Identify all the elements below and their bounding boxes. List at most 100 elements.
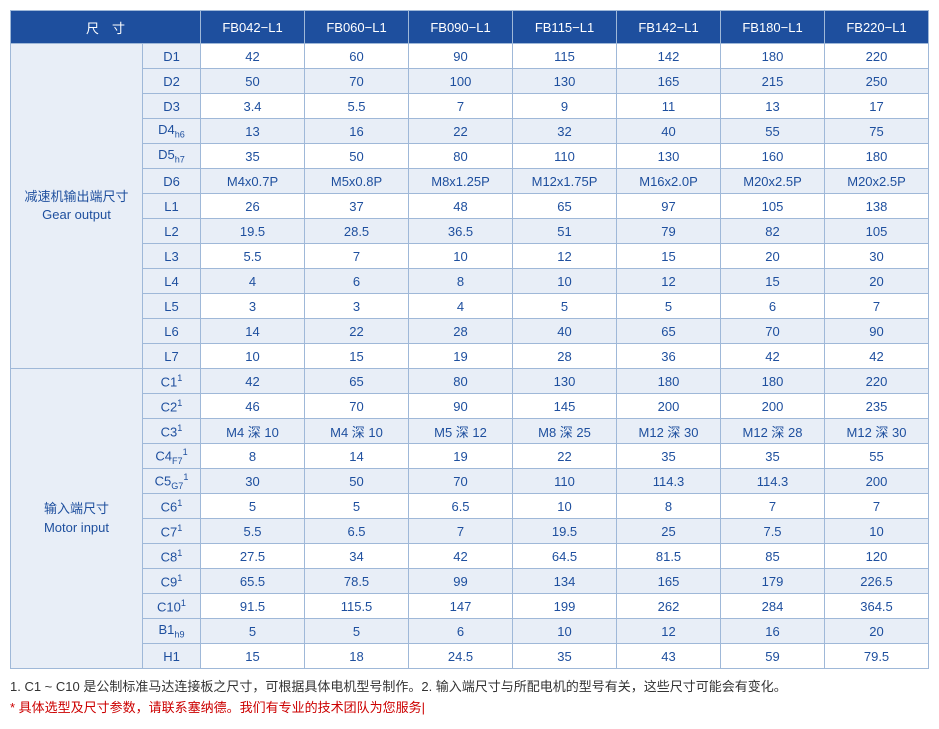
data-cell: 7: [825, 294, 929, 319]
data-cell: 70: [305, 394, 409, 419]
section-label: 减速机输出端尺寸Gear output: [11, 44, 143, 369]
data-cell: 15: [305, 344, 409, 369]
data-cell: 48: [409, 194, 513, 219]
data-cell: 35: [201, 144, 305, 169]
data-cell: 13: [721, 94, 825, 119]
data-cell: 120: [825, 544, 929, 569]
data-cell: 12: [617, 619, 721, 644]
table-body: 减速机输出端尺寸Gear outputD1426090115142180220D…: [11, 44, 929, 669]
data-cell: 200: [825, 469, 929, 494]
data-cell: 24.5: [409, 644, 513, 669]
data-cell: 60: [305, 44, 409, 69]
table-row: L12637486597105138: [11, 194, 929, 219]
data-cell: 364.5: [825, 594, 929, 619]
data-cell: 15: [617, 244, 721, 269]
data-cell: 55: [721, 119, 825, 144]
data-cell: 160: [721, 144, 825, 169]
data-cell: 5.5: [201, 519, 305, 544]
param-label: L5: [143, 294, 201, 319]
param-label: C31: [143, 419, 201, 444]
table-row: L53345567: [11, 294, 929, 319]
data-cell: 97: [617, 194, 721, 219]
data-cell: 10: [825, 519, 929, 544]
table-row: D25070100130165215250: [11, 69, 929, 94]
data-cell: 12: [617, 269, 721, 294]
data-cell: 262: [617, 594, 721, 619]
data-cell: M8 深 25: [513, 419, 617, 444]
table-row: L710151928364242: [11, 344, 929, 369]
data-cell: 28.5: [305, 219, 409, 244]
param-label: L2: [143, 219, 201, 244]
data-cell: 43: [617, 644, 721, 669]
data-cell: 5: [201, 494, 305, 519]
data-cell: 12: [513, 244, 617, 269]
data-cell: 7: [409, 94, 513, 119]
table-row: L446810121520: [11, 269, 929, 294]
header-col: FB220−L1: [825, 11, 929, 44]
data-cell: 59: [721, 644, 825, 669]
data-cell: 6: [721, 294, 825, 319]
data-cell: 145: [513, 394, 617, 419]
data-cell: 22: [513, 444, 617, 469]
data-cell: 5: [305, 619, 409, 644]
data-cell: M4 深 10: [201, 419, 305, 444]
data-cell: 90: [409, 44, 513, 69]
data-cell: 16: [305, 119, 409, 144]
data-cell: 40: [513, 319, 617, 344]
param-label: D4h6: [143, 119, 201, 144]
data-cell: M16x2.0P: [617, 169, 721, 194]
data-cell: 5: [201, 619, 305, 644]
table-row: L614222840657090: [11, 319, 929, 344]
data-cell: 13: [201, 119, 305, 144]
param-label: C101: [143, 594, 201, 619]
data-cell: 19.5: [513, 519, 617, 544]
data-cell: 215: [721, 69, 825, 94]
data-cell: 78.5: [305, 569, 409, 594]
section-label: 输入端尺寸Motor input: [11, 369, 143, 669]
data-cell: 37: [305, 194, 409, 219]
data-cell: 50: [201, 69, 305, 94]
data-cell: 142: [617, 44, 721, 69]
data-cell: 10: [513, 494, 617, 519]
table-row: D5h7355080110130160180: [11, 144, 929, 169]
data-cell: 105: [825, 219, 929, 244]
data-cell: 65.5: [201, 569, 305, 594]
data-cell: 180: [721, 44, 825, 69]
data-cell: 138: [825, 194, 929, 219]
param-label: D6: [143, 169, 201, 194]
data-cell: 80: [409, 369, 513, 394]
table-row: C5G71305070110114.3114.3200: [11, 469, 929, 494]
data-cell: 14: [305, 444, 409, 469]
data-cell: 20: [721, 244, 825, 269]
data-cell: M8x1.25P: [409, 169, 513, 194]
param-label: L3: [143, 244, 201, 269]
data-cell: 25: [617, 519, 721, 544]
data-cell: 130: [513, 369, 617, 394]
data-cell: 235: [825, 394, 929, 419]
data-cell: 4: [409, 294, 513, 319]
data-cell: 36: [617, 344, 721, 369]
data-cell: 15: [721, 269, 825, 294]
table-row: D4h613162232405575: [11, 119, 929, 144]
data-cell: 36.5: [409, 219, 513, 244]
data-cell: 32: [513, 119, 617, 144]
table-header: 尺 寸 FB042−L1 FB060−L1 FB090−L1 FB115−L1 …: [11, 11, 929, 44]
table-row: 输入端尺寸Motor inputC11426580130180180220: [11, 369, 929, 394]
footnote-2: * 具体选型及尺寸参数，请联系塞纳德。我们有专业的技术团队为您服务|: [10, 698, 929, 719]
data-cell: 50: [305, 144, 409, 169]
data-cell: 115: [513, 44, 617, 69]
data-cell: M12x1.75P: [513, 169, 617, 194]
data-cell: 5: [617, 294, 721, 319]
header-col: FB115−L1: [513, 11, 617, 44]
data-cell: 110: [513, 144, 617, 169]
table-row: C31M4 深 10M4 深 10M5 深 12M8 深 25M12 深 30M…: [11, 419, 929, 444]
data-cell: 17: [825, 94, 929, 119]
footnotes: 1. C1 ~ C10 是公制标准马达连接板之尺寸，可根据具体电机型号制作。2.…: [10, 677, 929, 719]
data-cell: 9: [513, 94, 617, 119]
data-cell: 179: [721, 569, 825, 594]
param-label: C11: [143, 369, 201, 394]
data-cell: 250: [825, 69, 929, 94]
data-cell: 65: [513, 194, 617, 219]
data-cell: 26: [201, 194, 305, 219]
param-label: L4: [143, 269, 201, 294]
